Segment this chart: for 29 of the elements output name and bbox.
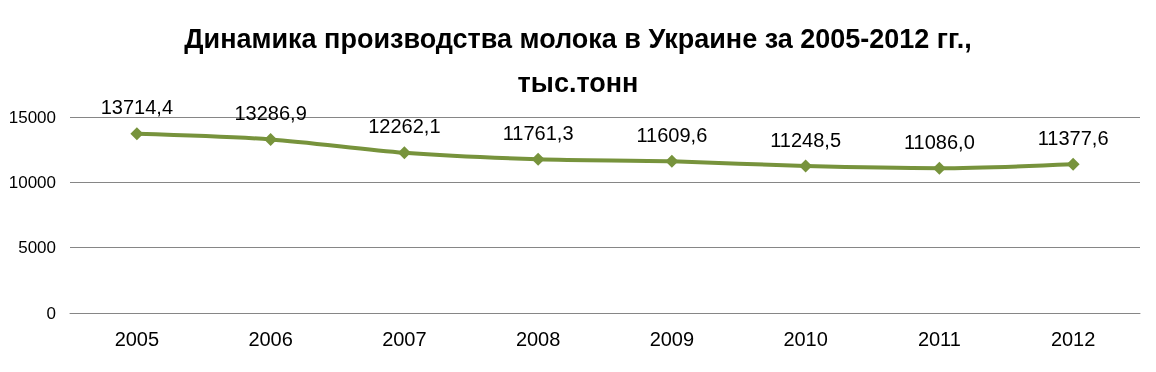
data-label: 11609,6 (636, 123, 708, 146)
point (932, 161, 946, 175)
x-tick-label: 2012 (1050, 328, 1096, 350)
x-tick-label: 2005 (114, 328, 160, 350)
data-label: 11086,0 (903, 130, 975, 153)
point (1066, 157, 1080, 171)
point (531, 152, 545, 166)
x-tick-label: 2009 (649, 328, 695, 350)
y-tick-label: 0 (46, 303, 56, 323)
y-tick-label: 5000 (18, 238, 56, 258)
data-label: 13286,9 (234, 101, 307, 124)
data-label: 12262,1 (368, 115, 441, 138)
point (130, 127, 144, 141)
point (264, 132, 278, 146)
data-label: 11377,6 (1037, 126, 1109, 149)
point (665, 154, 679, 168)
x-tick-label: 2010 (783, 328, 828, 350)
data-label: 13714,4 (100, 96, 174, 119)
x-tick-label: 2006 (248, 328, 293, 350)
x-tick-label: 2008 (515, 328, 561, 350)
data-label: 11761,3 (502, 121, 574, 144)
y-tick-label: 10000 (8, 172, 56, 192)
point (397, 146, 411, 160)
x-tick-label: 2011 (917, 328, 961, 350)
data-label: 11248,5 (770, 128, 842, 151)
y-tick-label: 15000 (8, 107, 56, 127)
x-tick-label: 2007 (382, 328, 427, 350)
point (799, 159, 813, 173)
chart-title: Динамика производства молока в Украине за 2005-2012 гг., тыс.тонн (184, 24, 972, 98)
